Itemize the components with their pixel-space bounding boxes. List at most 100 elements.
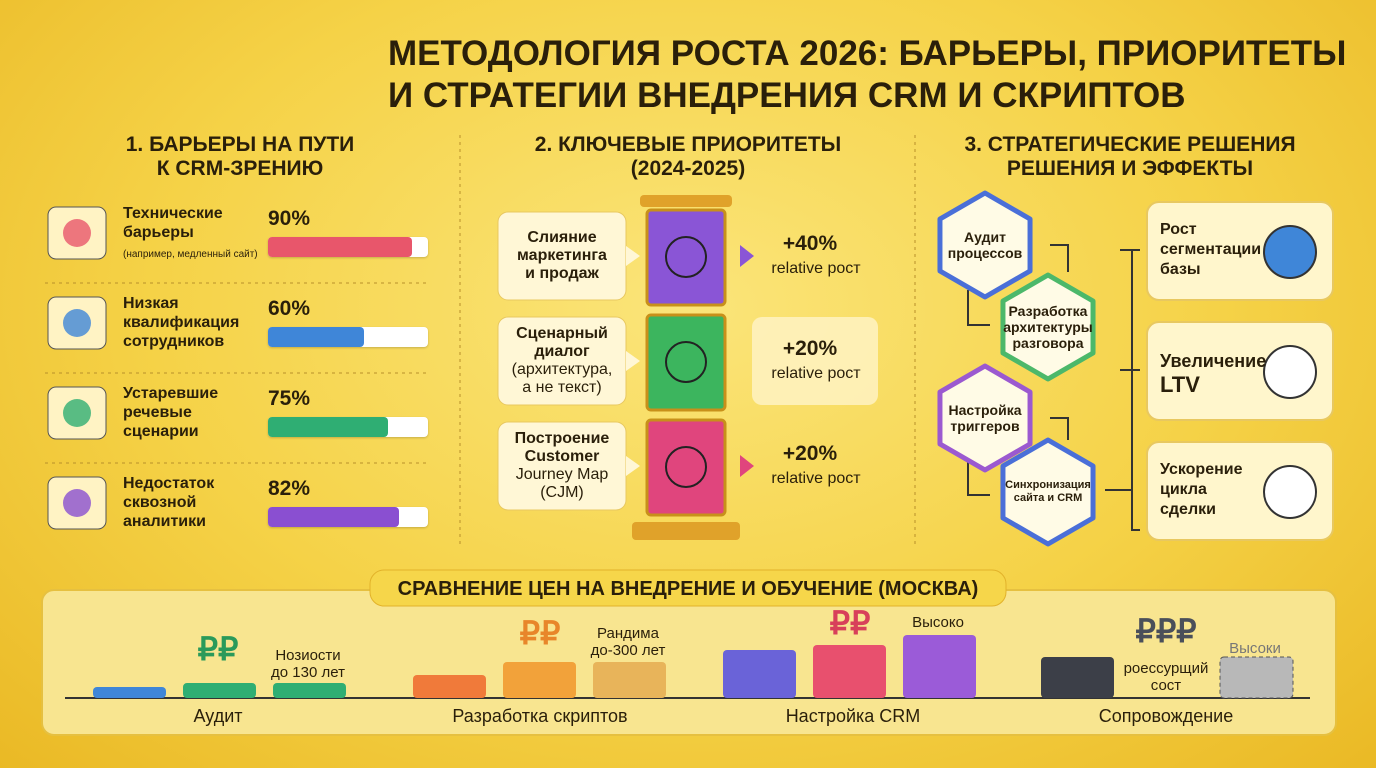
price-note: сост <box>1150 677 1182 694</box>
price-symbol: ₽₽₽ <box>1135 613 1197 649</box>
pillar-icon <box>665 341 707 383</box>
price-note: Рандима <box>597 625 659 642</box>
group-label: Аудит <box>193 706 243 726</box>
barrier-label: сотрудников <box>123 333 225 350</box>
price-bar <box>723 650 796 698</box>
connector <box>1105 249 1140 531</box>
connector <box>967 244 1069 496</box>
price-symbol: ₽₽ <box>519 615 561 651</box>
priority-effect-note: relative рост <box>771 470 861 487</box>
result-icon <box>1263 345 1317 399</box>
priority-effect: +20% <box>782 337 838 360</box>
callout-pointer <box>626 351 640 371</box>
section-title: 3. СТРАТЕГИЧЕСКИЕ РЕШЕНИЯ <box>964 133 1296 156</box>
strategy-step: триггеров <box>950 418 1020 434</box>
callout-pointer <box>626 456 640 476</box>
strategy-step: Синхронизация <box>1005 479 1091 491</box>
main-title: И СТРАТЕГИИ ВНЕДРЕНИЯ CRM И СКРИПТОВ <box>388 76 1186 115</box>
price-symbol: ₽₽ <box>197 631 239 667</box>
strategy-hex <box>1000 272 1096 382</box>
pillar-segment <box>645 418 727 517</box>
price-bar <box>413 675 486 698</box>
priority-label: Customer <box>524 448 600 465</box>
result-icon <box>1263 465 1317 519</box>
priority-effect-note: relative рост <box>771 260 861 277</box>
price-bar <box>273 683 346 698</box>
price-title: СРАВНЕНИЕ ЦЕН НА ВНЕДРЕНИЕ И ОБУЧЕНИЕ (М… <box>397 578 979 600</box>
price-title-pill <box>369 569 1007 607</box>
price-note: до 130 лет <box>271 664 345 681</box>
section-title: РЕШЕНИЯ И ЭФФЕКТЫ <box>1006 157 1254 180</box>
result-label: Ускорение <box>1160 461 1243 478</box>
price-bar <box>593 662 666 698</box>
strategy-hex <box>1000 437 1096 547</box>
priority-label: Сценарный <box>516 325 608 342</box>
barrier-percent: 90% <box>268 207 311 230</box>
barrier-label: квалификация <box>123 314 240 331</box>
effect-arrow <box>740 455 754 477</box>
result-label: сделки <box>1160 501 1216 518</box>
progress-bar <box>268 237 412 257</box>
pillar-segment <box>645 208 727 307</box>
price-bar <box>903 635 976 698</box>
icon <box>63 399 91 427</box>
priority-label: маркетинга <box>517 247 607 264</box>
section-title: К CRM-ЗРЕНИЮ <box>156 157 324 180</box>
price-bar <box>813 645 886 698</box>
result-label: цикла <box>1160 481 1207 498</box>
strategy-step: Настройка <box>948 402 1022 418</box>
strategy-step: архитектуры <box>1003 319 1093 335</box>
icon <box>63 309 91 337</box>
price-bar <box>1041 657 1114 698</box>
result-label: Увеличение <box>1160 351 1267 371</box>
progress-bar <box>268 417 388 437</box>
result-icon <box>1263 225 1317 279</box>
priority-label: Journey Map <box>515 466 609 483</box>
pillar-base <box>632 522 740 540</box>
strategy-step: Аудит <box>964 229 1006 245</box>
group-label: Сопровождение <box>1098 706 1234 726</box>
priority-label: и продаж <box>525 265 599 282</box>
priority-label: (CJM) <box>540 484 584 501</box>
group-label: Настройка CRM <box>785 706 921 726</box>
barrier-label: аналитики <box>123 513 206 530</box>
effect-arrow <box>740 245 754 267</box>
price-bar <box>93 687 166 698</box>
main-title: МЕТОДОЛОГИЯ РОСТА 2026: БАРЬЕРЫ, ПРИОРИТ… <box>388 34 1347 73</box>
icon <box>63 489 91 517</box>
price-bar <box>1219 656 1294 699</box>
barrier-label: речевые <box>123 404 192 421</box>
icon <box>63 219 91 247</box>
barrier-percent: 75% <box>268 387 311 410</box>
progress-bar <box>268 327 364 347</box>
priority-label: а не текст) <box>522 379 602 396</box>
price-note: Высоко <box>912 614 964 631</box>
priority-label: диалог <box>534 343 590 360</box>
strategy-hex <box>937 190 1033 300</box>
section-title: (2024-2025) <box>630 157 746 180</box>
price-note: роессурщий <box>1123 660 1209 677</box>
effect-card <box>752 317 878 405</box>
strategy-step: процессов <box>947 245 1023 261</box>
progress-bar <box>268 507 400 527</box>
priority-label: Построение <box>514 430 610 447</box>
group-label: Разработка скриптов <box>452 706 628 726</box>
price-bar <box>503 662 576 698</box>
priority-effect: +40% <box>782 232 838 255</box>
section-title: 1. БАРЬЕРЫ НА ПУТИ <box>125 133 355 156</box>
price-note: Нозиости <box>275 647 341 664</box>
price-symbol: ₽₽ <box>829 605 871 641</box>
priority-label: (архитектура, <box>511 361 613 378</box>
barrier-percent: 82% <box>268 477 311 500</box>
callout-pointer <box>626 246 640 266</box>
barrier-label: барьеры <box>123 224 194 241</box>
priority-effect-note: relative рост <box>771 365 861 382</box>
priority-effect: +20% <box>782 442 838 465</box>
strategy-step: разговора <box>1012 335 1084 351</box>
section-title: 2. КЛЮЧЕВЫЕ ПРИОРИТЕТЫ <box>534 133 842 156</box>
result-label: базы <box>1160 261 1201 278</box>
barrier-note: (например, медленный сайт) <box>123 249 258 260</box>
barrier-label: Устаревшие <box>123 385 219 402</box>
price-bar <box>183 683 256 698</box>
price-note: до-300 лет <box>590 642 666 659</box>
